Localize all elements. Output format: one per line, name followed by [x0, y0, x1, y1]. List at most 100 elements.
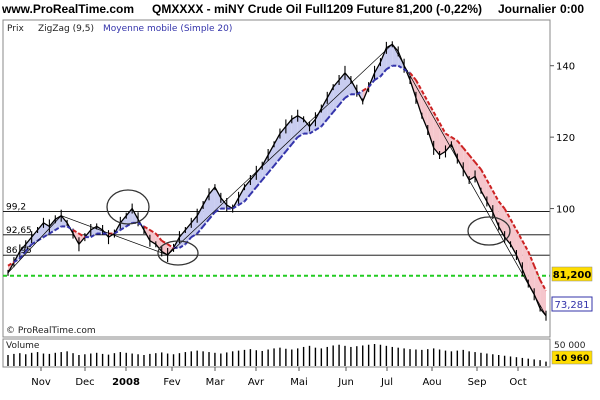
ma-fill-segment	[55, 215, 62, 230]
ma-segment	[491, 190, 500, 202]
x-tick-label: Oct	[509, 377, 526, 388]
zigzag-line	[7, 43, 547, 316]
ma-segment	[409, 72, 417, 81]
ma-segment	[432, 111, 441, 124]
time-label: 0:00	[560, 2, 585, 16]
ma-segment	[113, 229, 121, 235]
ma-segment	[356, 89, 364, 96]
ma-segment	[72, 229, 80, 235]
site-name[interactable]: www.ProRealTime.com	[2, 2, 135, 16]
ma-fill-segment	[427, 101, 434, 148]
y-tick-label: 100	[556, 205, 575, 216]
ma-segment	[533, 265, 542, 281]
ma-segment	[24, 243, 33, 253]
ma-segment	[497, 200, 506, 210]
ma-fill-segment	[279, 126, 286, 159]
last-price-badge	[551, 266, 593, 282]
price-line	[7, 43, 547, 317]
volume-tick-label: 50 000	[554, 341, 586, 351]
annotation-circle	[467, 216, 511, 246]
ma-fill-segment	[25, 237, 32, 252]
volume-bars	[7, 344, 547, 366]
ma-value-badge	[551, 296, 593, 312]
ma-segment	[297, 132, 305, 138]
ma-segment	[344, 93, 352, 99]
ma-segment	[279, 150, 287, 160]
level-label: 86,95	[6, 246, 32, 256]
ma-fill-segment	[333, 80, 340, 113]
ma-segment	[48, 229, 56, 235]
ma-fill-segment	[179, 230, 186, 248]
ma-segment	[474, 161, 482, 170]
x-tick-label: 2008	[112, 377, 140, 388]
x-tick-label: Aou	[422, 377, 441, 388]
ma-segment	[232, 204, 240, 210]
last-price-badge-text: 81,200	[553, 270, 592, 281]
ma-segment	[66, 225, 74, 231]
ma-fill-segment	[209, 187, 215, 220]
level-label: 99,2	[6, 202, 26, 212]
ma-fill-segment	[516, 230, 523, 270]
ma-segment	[149, 229, 157, 235]
ma-segment	[285, 143, 293, 153]
ma-segment	[249, 186, 258, 195]
ma-fill-segment	[31, 230, 38, 245]
ma-segment	[255, 179, 263, 188]
x-tick-label: Avr	[248, 377, 265, 388]
ma-segment	[367, 79, 376, 88]
ma-fill-segment	[214, 187, 221, 213]
ma-fill-segment	[315, 108, 322, 130]
zigzag-series	[7, 43, 547, 316]
ma-segment	[261, 172, 269, 181]
ma-segment	[31, 239, 39, 246]
legend-zigzag: ZigZag (9,5)	[38, 24, 94, 34]
x-tick-label: Sep	[468, 377, 487, 388]
period-label[interactable]: Journalier	[498, 2, 557, 16]
ma-segment	[155, 232, 163, 242]
ma-fill-segment	[433, 112, 440, 155]
ma-segment	[385, 64, 393, 71]
ma-segment	[137, 222, 145, 228]
ma-segment	[379, 68, 388, 78]
ma-segment	[190, 232, 198, 238]
ma-segment	[119, 225, 127, 231]
ma-fill-segment	[421, 90, 428, 130]
ma-segment	[397, 64, 405, 71]
ma-segment	[308, 129, 316, 135]
volume-panel	[2, 338, 551, 368]
y-tick-label: 120	[556, 133, 575, 144]
annotation-circle	[157, 240, 199, 266]
volume-label: Volume	[6, 341, 40, 351]
ma-fill-segment	[49, 219, 56, 234]
last-volume-badge-text: 10 960	[555, 354, 589, 364]
ma-fill-segment	[126, 208, 133, 227]
annotation-circle	[106, 189, 150, 225]
ma-fill-segment	[386, 44, 393, 70]
ma-fill-segment	[120, 215, 127, 230]
ma-segment	[7, 261, 15, 267]
ma-fill-segment	[374, 62, 381, 80]
ma-segment	[202, 218, 210, 228]
ma-segment	[521, 240, 530, 252]
ma-fill-segment	[475, 162, 481, 191]
ma-segment	[90, 232, 98, 238]
legend-price: Prix	[7, 24, 24, 34]
ma-segment	[143, 225, 151, 231]
ma-fill-segment	[149, 230, 156, 245]
ma-segment	[42, 232, 50, 238]
x-tick-label: Jun	[337, 377, 354, 388]
ma-segment	[486, 179, 494, 192]
ma-segment	[415, 79, 423, 92]
x-tick-label: Nov	[31, 377, 51, 388]
x-tick-label: Mar	[206, 377, 226, 388]
ma-segment	[19, 250, 27, 260]
y-axis: 100 120 140	[549, 20, 575, 337]
ma-segment	[444, 132, 452, 138]
x-tick-label: Fev	[163, 377, 180, 388]
ma-segment	[125, 222, 133, 228]
level-label: 92,65	[6, 226, 32, 236]
y-tick-label: 140	[556, 62, 575, 73]
x-tick-label: Jul	[380, 377, 393, 388]
ma-fill-segment	[522, 240, 529, 284]
